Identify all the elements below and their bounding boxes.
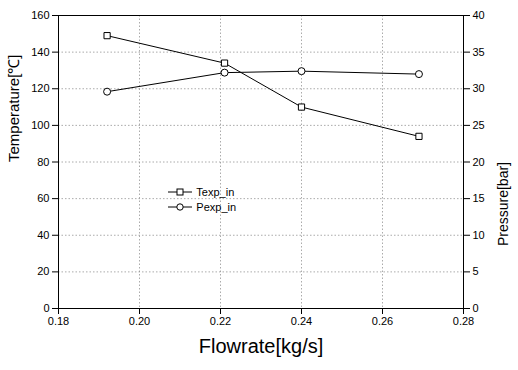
svg-text:0: 0 (473, 302, 479, 314)
svg-text:120: 120 (31, 82, 49, 94)
svg-text:0.22: 0.22 (210, 315, 231, 327)
svg-text:25: 25 (473, 119, 485, 131)
svg-text:40: 40 (37, 229, 49, 241)
html-text:Pexp_in: Pexp_in (196, 200, 237, 213)
svg-text:80: 80 (37, 156, 49, 168)
svg-text:30: 30 (473, 82, 485, 94)
svg-text:140: 140 (31, 46, 49, 58)
svg-text:100: 100 (31, 119, 49, 131)
svg-text:40: 40 (473, 9, 485, 21)
html-text:Texp_in: Texp_in (196, 185, 235, 198)
svg-text:0.20: 0.20 (129, 315, 150, 327)
svg-text:160: 160 (31, 9, 49, 21)
svg-text:20: 20 (473, 156, 485, 168)
svg-text:60: 60 (37, 192, 49, 204)
svg-text:5: 5 (473, 265, 479, 277)
svg-text:0: 0 (43, 302, 49, 314)
svg-text:0.28: 0.28 (453, 315, 474, 327)
svg-text:15: 15 (473, 192, 485, 204)
svg-text:0.24: 0.24 (291, 315, 312, 327)
svg-text:10: 10 (473, 229, 485, 241)
svg-text:0.18: 0.18 (48, 315, 69, 327)
svg-text:Temperature[℃]: Temperature[℃] (5, 54, 22, 162)
svg-text:Flowrate[kg/s]: Flowrate[kg/s] (199, 335, 323, 357)
svg-text:20: 20 (37, 265, 49, 277)
svg-text:35: 35 (473, 46, 485, 58)
svg-text:Pressure[bar]: Pressure[bar] (495, 162, 511, 246)
svg-text:0.26: 0.26 (372, 315, 393, 327)
